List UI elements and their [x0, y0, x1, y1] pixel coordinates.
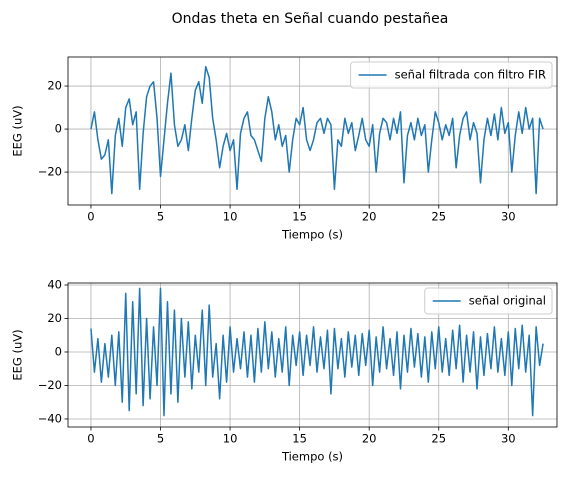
x-tick-label: 10	[223, 210, 238, 224]
x-tick-label: 25	[431, 210, 446, 224]
x-tick-label: 5	[157, 432, 164, 446]
x-tick-label: 20	[362, 210, 377, 224]
axes-frame	[67, 282, 558, 428]
legend-label: señal filtrada con filtro FIR	[395, 68, 546, 82]
legend-label: señal original	[469, 294, 546, 308]
x-tick-label: 20	[362, 432, 377, 446]
x-tick-label: 0	[87, 210, 94, 224]
x-tick-label: 5	[157, 210, 164, 224]
x-tick-label: 30	[501, 432, 516, 446]
legend-frame	[350, 61, 553, 89]
x-tick-label: 10	[223, 432, 238, 446]
y-tick-label: 0	[55, 122, 62, 136]
legend: señal filtrada con filtro FIR	[350, 61, 553, 89]
data-line	[90, 65, 544, 195]
x-tick-label: 15	[292, 210, 307, 224]
x-tick-label: 0	[87, 432, 94, 446]
y-tick-label: −20	[38, 165, 62, 179]
x-axis-label: Tiempo (s)	[281, 450, 343, 464]
figure-title: Ondas theta en Señal cuando pestañea	[172, 11, 449, 27]
y-axis-label: EEG (uV)	[11, 329, 25, 380]
legend-frame	[424, 287, 553, 315]
y-tick-label: −20	[38, 378, 62, 392]
y-tick-label: 0	[55, 344, 62, 358]
x-tick-label: 15	[292, 432, 307, 446]
y-tick-label: 40	[47, 278, 62, 292]
x-axis-label: Tiempo (s)	[281, 228, 343, 242]
y-tick-label: 20	[47, 311, 62, 325]
y-tick-label: 20	[47, 79, 62, 93]
y-axis-label: EEG (uV)	[11, 105, 25, 156]
data-line	[90, 287, 544, 417]
x-tick-label: 25	[431, 432, 446, 446]
legend: señal original	[424, 287, 553, 315]
axes-frame	[67, 56, 558, 206]
x-tick-label: 30	[501, 210, 516, 224]
plot-area	[90, 287, 544, 417]
plot-area	[90, 65, 544, 195]
y-tick-label: −40	[38, 411, 62, 425]
